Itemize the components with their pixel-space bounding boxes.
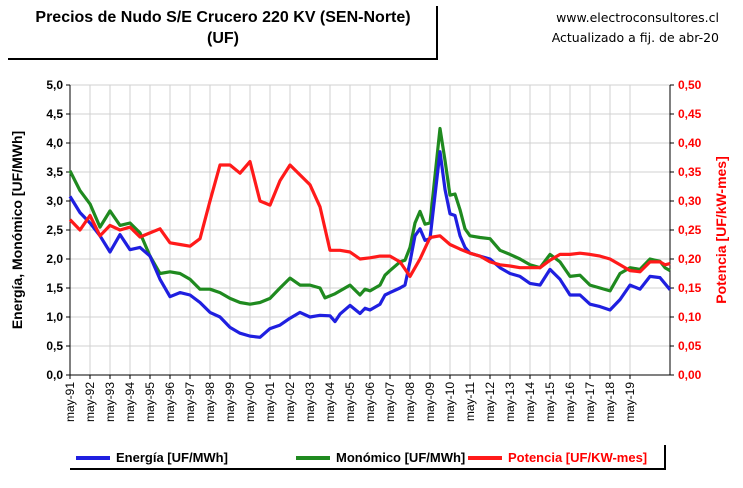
legend-label-monomico: Monómico [UF/MWh] <box>336 450 466 465</box>
legend-swatch-potencia <box>468 455 502 460</box>
y-left-tick-label: 3,5 <box>46 165 63 179</box>
x-tick-label: may-13 <box>503 382 517 422</box>
title-box: Precios de Nudo S/E Crucero 220 KV (SEN-… <box>8 6 438 60</box>
chart-subtitle: (UF) <box>207 30 239 47</box>
x-tick-label: may-16 <box>563 382 577 422</box>
series-line-energia <box>68 150 672 339</box>
x-tick-label: may-10 <box>443 382 457 422</box>
y-right-tick-label: 0,20 <box>678 252 702 266</box>
legend-item-potencia: Potencia [UF/KW-mes] <box>468 450 647 465</box>
y-left-tick-label: 2,0 <box>46 252 63 266</box>
x-tick-label: may-18 <box>603 382 617 422</box>
y-right-tick-label: 0,30 <box>678 194 702 208</box>
x-tick-label: may-12 <box>483 382 497 422</box>
y-right-tick-label: 0,40 <box>678 136 702 150</box>
y-right-axis-label: Potencia [UF/kW-mes] <box>713 156 729 304</box>
y-left-tick-label: 2,5 <box>46 223 63 237</box>
x-tick-label: may-17 <box>583 382 597 422</box>
x-tick-label: may-02 <box>283 382 297 422</box>
x-tick-label: may-99 <box>223 382 237 422</box>
legend-item-energia: Energía [UF/MWh] <box>76 450 228 465</box>
y-left-tick-label: 3,0 <box>46 194 63 208</box>
y-right-tick-label: 0,35 <box>678 165 702 179</box>
y-right-tick-label: 0,05 <box>678 339 702 353</box>
x-tick-label: may-96 <box>163 382 177 422</box>
x-tick-label: may-07 <box>383 382 397 422</box>
y-right-tick-label: 0,10 <box>678 310 702 324</box>
chart-title: Precios de Nudo S/E Crucero 220 KV (SEN-… <box>35 9 411 26</box>
x-tick-label: may-95 <box>143 382 157 422</box>
x-tick-label: may-00 <box>243 382 257 422</box>
x-tick-label: may-98 <box>203 382 217 422</box>
y-left-tick-label: 5,0 <box>46 78 63 92</box>
x-tick-label: may-92 <box>83 382 97 422</box>
x-tick-label: may-11 <box>463 382 477 421</box>
x-tick-label: may-91 <box>63 382 77 422</box>
x-tick-label: may-93 <box>103 382 117 422</box>
legend-item-monomico: Monómico [UF/MWh] <box>296 450 465 465</box>
x-tick-label: may-04 <box>323 382 337 422</box>
series-line-monomico <box>68 126 671 306</box>
x-tick-label: may-03 <box>303 382 317 422</box>
y-left-tick-label: 0,5 <box>46 339 63 353</box>
x-tick-label: may-01 <box>263 382 277 422</box>
y-left-tick-label: 1,5 <box>46 281 63 295</box>
y-right-tick-label: 0,15 <box>678 281 702 295</box>
x-tick-label: may-94 <box>123 382 137 422</box>
y-right-tick-label: 0,45 <box>678 107 702 121</box>
y-left-tick-label: 4,5 <box>46 107 63 121</box>
source-info: www.electroconsultores.cl Actualizado a … <box>552 8 719 48</box>
y-left-axis-label: Energía, Monómico [UF/MWh] <box>9 131 25 329</box>
y-left-tick-label: 4,0 <box>46 136 63 150</box>
updated-text: Actualizado a fij. de abr-20 <box>551 30 719 45</box>
legend-swatch-monomico <box>296 455 330 460</box>
legend-swatch-energia <box>76 455 110 460</box>
x-tick-label: may-19 <box>623 382 637 422</box>
series-line-potencia <box>68 160 671 278</box>
y-right-tick-label: 0,25 <box>678 223 702 237</box>
y-left-tick-label: 1,0 <box>46 310 63 324</box>
website-text: www.electroconsultores.cl <box>556 10 719 25</box>
x-tick-label: may-06 <box>363 382 377 422</box>
x-tick-label: may-97 <box>183 382 197 422</box>
legend-label-potencia: Potencia [UF/KW-mes] <box>508 450 648 465</box>
legend-label-energia: Energía [UF/MWh] <box>116 450 228 465</box>
legend: Energía [UF/MWh] Monómico [UF/MWh] Poten… <box>70 445 666 470</box>
x-tick-label: may-08 <box>403 382 417 422</box>
x-tick-label: may-15 <box>543 382 557 422</box>
x-tick-label: may-05 <box>343 382 357 422</box>
y-right-tick-label: 0,50 <box>678 78 702 92</box>
y-left-tick-label: 0,0 <box>46 368 63 382</box>
x-tick-label: may-09 <box>423 382 437 422</box>
x-tick-label: may-14 <box>523 382 537 422</box>
y-right-tick-label: 0,00 <box>678 368 702 382</box>
